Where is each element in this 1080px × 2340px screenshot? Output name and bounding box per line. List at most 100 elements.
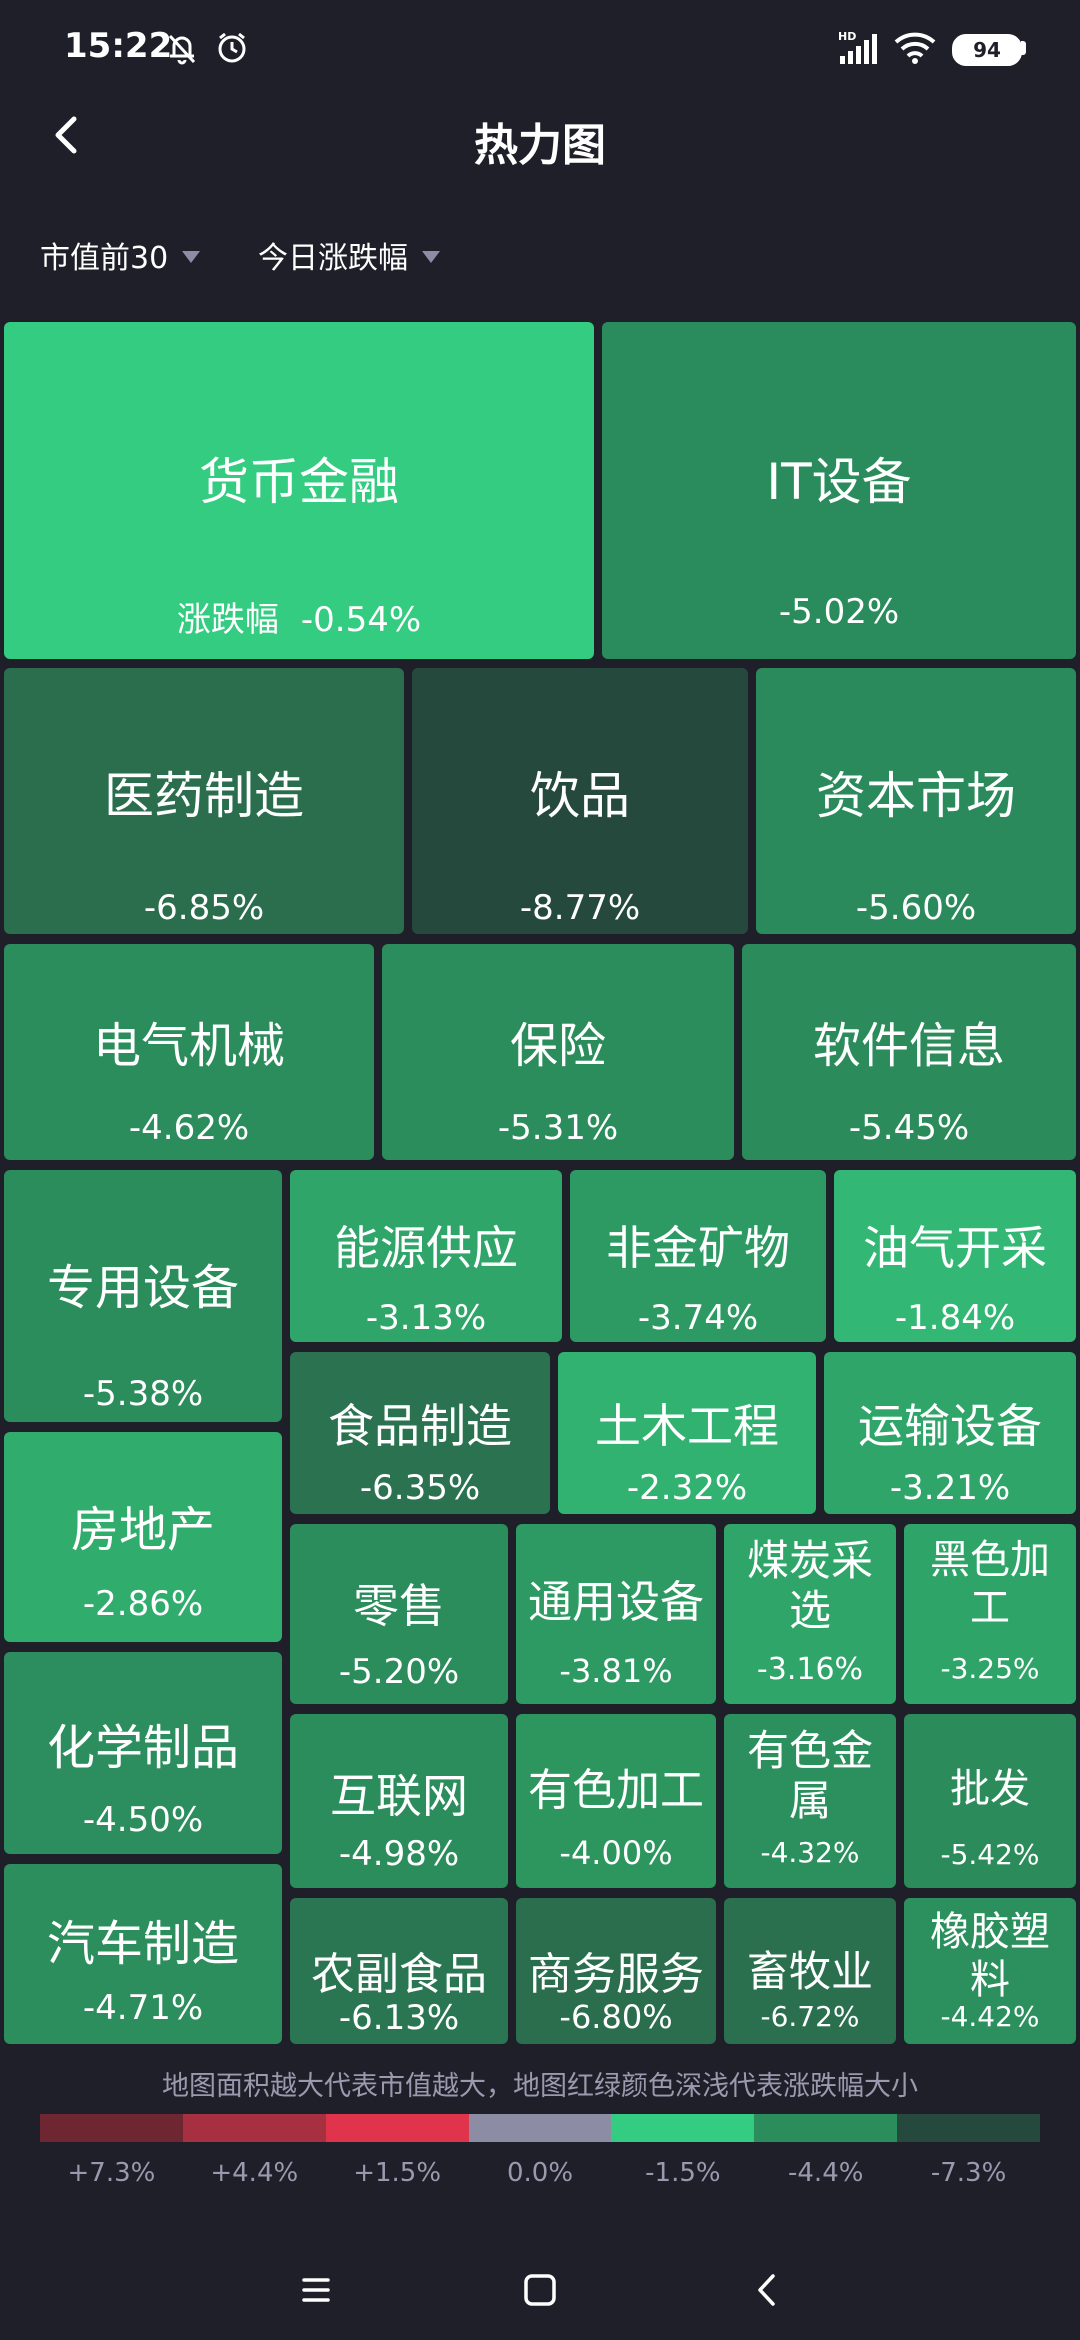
filter-label: 今日涨跌幅 (258, 241, 408, 276)
heatmap-tile[interactable]: 油气开采 -1.84% (834, 1170, 1076, 1342)
heatmap: 货币金融涨跌幅 -0.54% IT设备 -5.02% 医药制造 -6.85% 饮品 -8.77… (0, 318, 1080, 2048)
tile-industry-name: 资本市场 (816, 767, 1016, 825)
tile-change-value: -3.25% (940, 1652, 1040, 1685)
heatmap-tile[interactable]: 化学制品 -4.50% (4, 1652, 282, 1854)
heatmap-tile[interactable]: 土木工程 -2.32% (558, 1352, 816, 1514)
heatmap-tile[interactable]: 有色金属 -4.32% (724, 1714, 896, 1888)
heatmap-tile[interactable]: 医药制造 -6.85% (4, 668, 404, 934)
heatmap-tile[interactable]: 煤炭采选 -3.16% (724, 1524, 896, 1704)
tile-industry-name: 医药制造 (104, 767, 304, 825)
tile-change-value: -5.31% (497, 1108, 619, 1148)
heatmap-tile[interactable]: 电气机械 -4.62% (4, 944, 374, 1160)
filter-bar: 市值前30 今日涨跌幅 (0, 225, 1080, 285)
heatmap-tile[interactable]: 汽车制造 -4.71% (4, 1864, 282, 2044)
back-nav-button[interactable] (740, 2262, 796, 2318)
legend-label: +4.4% (210, 2158, 299, 2188)
heatmap-tile[interactable]: 货币金融涨跌幅 -0.54% (4, 322, 594, 659)
tile-change-value: -6.13% (338, 1998, 460, 2038)
tile-industry-name: 化学制品 (46, 1720, 239, 1776)
cellular-signal-icon: HD (836, 28, 880, 72)
tile-change-value: -3.74% (637, 1298, 759, 1338)
heatmap-tile[interactable]: 畜牧业 -6.72% (724, 1898, 896, 2044)
heatmap-tile[interactable]: 运输设备 -3.21% (824, 1352, 1076, 1514)
tile-change-value: -5.60% (855, 888, 977, 928)
caret-down-icon (422, 251, 440, 263)
tile-change-value: -5.20% (338, 1652, 460, 1692)
market-cap-filter-dropdown[interactable]: 市值前30 (40, 233, 201, 277)
heatmap-tile[interactable]: 食品制造 -6.35% (290, 1352, 550, 1514)
heatmap-tile[interactable]: 能源供应 -3.13% (290, 1170, 562, 1342)
tile-change-value: -4.42% (940, 2000, 1040, 2033)
tile-change-value: -4.98% (338, 1834, 460, 1874)
battery-indicator: 94 (952, 34, 1022, 66)
heatmap-tile[interactable]: 批发 -5.42% (904, 1714, 1076, 1888)
home-square-icon (524, 2274, 556, 2306)
status-bar: 15:22 HD 94 (0, 0, 1080, 95)
heatmap-tile[interactable]: 房地产 -2.86% (4, 1432, 282, 1642)
heatmap-tile[interactable]: 商务服务 -6.80% (516, 1898, 716, 2044)
legend-label: -4.4% (788, 2158, 864, 2188)
caret-down-icon (182, 251, 201, 263)
heatmap-tile[interactable]: 保险 -5.31% (382, 944, 734, 1160)
heatmap-tile[interactable]: 软件信息 -5.45% (742, 944, 1076, 1160)
tile-industry-name: 零售 (353, 1579, 445, 1633)
heatmap-tile[interactable]: 饮品 -8.77% (412, 668, 748, 934)
heatmap-tile[interactable]: 黑色加工 -3.25% (904, 1524, 1076, 1704)
tile-industry-name: 农副食品 (311, 1949, 487, 2000)
change-filter-dropdown[interactable]: 今日涨跌幅 (258, 233, 440, 277)
tile-change-value: -5.42% (940, 1838, 1040, 1871)
heatmap-tile[interactable]: IT设备 -5.02% (602, 322, 1076, 659)
change-value: -0.54% (300, 600, 422, 640)
tile-change-value: -5.02% (778, 592, 900, 632)
back-button[interactable] (40, 105, 100, 165)
heatmap-tile[interactable]: 零售 -5.20% (290, 1524, 508, 1704)
tile-change-value: -6.85% (143, 888, 265, 928)
tile-industry-name: 房地产 (70, 1502, 215, 1558)
tile-change-value: -8.77% (519, 888, 641, 928)
heatmap-tile[interactable]: 资本市场 -5.60% (756, 668, 1076, 934)
legend-color-segment (754, 2114, 898, 2142)
tile-industry-name: 非金矿物 (606, 1221, 790, 1275)
tile-change-value: -4.32% (760, 1836, 860, 1869)
tile-change-value: 涨跌幅 -0.54% (4, 592, 594, 641)
tile-industry-name: 饮品 (530, 767, 630, 825)
status-time: 15:22 (64, 26, 173, 66)
tile-change-value: -5.45% (848, 1108, 970, 1148)
heatmap-tile[interactable]: 橡胶塑料 -4.42% (904, 1898, 1076, 2044)
page-title: 热力图 (474, 120, 606, 171)
heatmap-tile[interactable]: 有色加工 -4.00% (516, 1714, 716, 1888)
heatmap-tile[interactable]: 互联网 -4.98% (290, 1714, 508, 1888)
tile-change-value: -3.21% (889, 1468, 1011, 1508)
svg-text:HD: HD (838, 30, 856, 43)
tile-industry-name: 煤炭采选 (746, 1536, 873, 1636)
tile-industry-name: 油气开采 (863, 1221, 1047, 1275)
home-nav-button[interactable] (512, 2262, 568, 2318)
tile-change-value: -6.35% (359, 1468, 481, 1508)
tile-industry-name: IT设备 (766, 453, 912, 511)
legend-label: -7.3% (930, 2158, 1007, 2188)
legend-label: +1.5% (353, 2158, 442, 2188)
heatmap-tile[interactable]: 通用设备 -3.81% (516, 1524, 716, 1704)
system-navigation-bar (0, 2240, 1080, 2340)
legend-labels: +7.3% +4.4% +1.5% 0.0% -1.5% -4.4% -7.3% (40, 2158, 1040, 2188)
menu-nav-button[interactable] (288, 2262, 344, 2318)
back-chevron-icon (758, 2274, 775, 2306)
tile-industry-name: 电气机械 (92, 1018, 285, 1074)
tile-industry-name: 货币金融 (199, 453, 399, 511)
heatmap-tile[interactable]: 农副食品 -6.13% (290, 1898, 508, 2044)
tile-change-value: -4.71% (82, 1988, 204, 2028)
tile-industry-name: 橡胶塑料 (930, 1909, 1050, 2003)
heatmap-tile[interactable]: 非金矿物 -3.74% (570, 1170, 826, 1342)
tile-industry-name: 互联网 (330, 1769, 468, 1823)
tile-industry-name: 通用设备 (528, 1577, 704, 1628)
tile-change-value: -1.84% (894, 1298, 1016, 1338)
tile-industry-name: 有色加工 (528, 1765, 704, 1816)
tile-change-value: -4.62% (128, 1108, 250, 1148)
mute-notifications-icon (162, 28, 202, 72)
tile-industry-name: 有色金属 (746, 1726, 873, 1826)
tile-change-value: -6.80% (559, 1998, 673, 2036)
tile-industry-name: 食品制造 (328, 1399, 512, 1453)
tile-change-value: -2.86% (82, 1584, 204, 1624)
heatmap-tile[interactable]: 专用设备 -5.38% (4, 1170, 282, 1422)
change-prefix-label: 涨跌幅 (176, 600, 279, 640)
